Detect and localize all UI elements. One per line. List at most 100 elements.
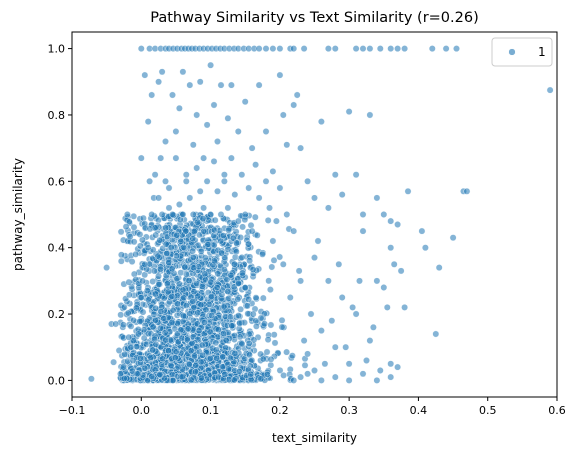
scatter-point	[158, 211, 166, 218]
scatter-point	[177, 237, 185, 245]
scatter-point	[117, 311, 125, 319]
scatter-point	[140, 334, 148, 342]
scatter-point	[139, 277, 147, 285]
scatter-point	[219, 232, 227, 240]
scatter-point	[278, 316, 286, 324]
scatter-point	[127, 343, 135, 351]
scatter-point	[418, 227, 426, 235]
scatter-point	[164, 347, 172, 355]
scatter-point	[252, 322, 260, 330]
scatter-point	[143, 287, 151, 294]
scatter-point	[121, 350, 129, 358]
scatter-point	[338, 191, 346, 199]
scatter-point	[237, 305, 245, 313]
scatter-point	[311, 367, 318, 374]
scatter-point	[463, 187, 471, 195]
scatter-point	[169, 211, 176, 218]
scatter-point	[126, 233, 134, 241]
scatter-point	[259, 250, 266, 258]
scatter-point	[321, 360, 329, 368]
scatter-point	[317, 118, 325, 126]
x-tick-label: 0.6	[548, 404, 566, 417]
scatter-point	[311, 254, 318, 262]
scatter-point	[276, 71, 284, 79]
scatter-point	[179, 286, 187, 294]
scatter-point	[387, 360, 395, 368]
scatter-point	[380, 284, 388, 291]
scatter-point	[168, 265, 176, 273]
scatter-point	[182, 227, 190, 235]
scatter-point	[135, 330, 142, 338]
scatter-point	[208, 311, 216, 319]
scatter-point	[231, 260, 238, 268]
scatter-point	[257, 314, 265, 322]
x-tick-label: 0.2	[271, 404, 289, 417]
scatter-point	[283, 348, 290, 356]
scatter-point	[149, 323, 157, 331]
legend-marker	[508, 48, 516, 56]
scatter-point	[182, 270, 190, 278]
scatter-point	[197, 374, 205, 382]
scatter-point	[190, 228, 198, 235]
scatter-point	[279, 260, 287, 268]
scatter-point	[169, 376, 177, 384]
scatter-point	[261, 320, 268, 328]
scatter-point	[432, 330, 440, 338]
scatter-point	[241, 211, 249, 218]
x-axis: −0.1 0.0 0.1 0.2 0.3 0.4 0.5 0.6	[59, 397, 566, 417]
scatter-point	[163, 250, 171, 258]
scatter-point	[180, 243, 188, 251]
scatter-point	[442, 45, 450, 52]
scatter-point	[200, 154, 208, 162]
scatter-point	[205, 300, 213, 308]
scatter-point	[144, 244, 152, 252]
scatter-point	[453, 45, 460, 52]
scatter-point	[248, 144, 256, 152]
scatter-point	[118, 251, 125, 259]
scatter-point	[198, 341, 206, 349]
scatter-point	[201, 318, 208, 326]
scatter-point	[136, 317, 144, 325]
scatter-point	[127, 322, 135, 330]
y-tick-label: 0.2	[48, 308, 66, 321]
scatter-point	[190, 288, 198, 296]
scatter-point	[224, 288, 232, 295]
scatter-point	[245, 339, 253, 347]
scatter-point	[376, 45, 384, 52]
scatter-point	[192, 362, 200, 369]
scatter-point	[307, 310, 315, 318]
scatter-point	[200, 227, 208, 235]
scatter-point	[180, 294, 188, 302]
scatter-point	[387, 244, 395, 252]
scatter-point	[234, 295, 242, 303]
scatter-point	[193, 280, 201, 287]
scatter-point	[421, 244, 429, 252]
scatter-point	[229, 234, 237, 242]
scatter-point	[263, 370, 271, 378]
scatter-point	[253, 231, 261, 239]
scatter-point	[145, 296, 152, 304]
scatter-point	[228, 322, 236, 330]
scatter-point	[394, 45, 401, 52]
scatter-point	[198, 283, 206, 290]
scatter-point	[213, 284, 221, 291]
x-axis-label: text_similarity	[272, 431, 357, 445]
scatter-point	[238, 171, 246, 179]
scatter-point	[317, 376, 325, 384]
scatter-point	[136, 242, 144, 250]
scatter-point	[252, 294, 260, 302]
scatter-point	[387, 373, 395, 381]
scatter-point	[223, 276, 231, 284]
scatter-point	[428, 45, 436, 52]
scatter-point	[283, 211, 291, 218]
scatter-point	[345, 108, 353, 116]
scatter-point	[137, 154, 145, 162]
scatter-point	[331, 171, 339, 179]
scatter-point	[214, 270, 222, 278]
scatter-point	[297, 144, 304, 152]
x-tick-label: 0.5	[479, 404, 497, 417]
scatter-point	[335, 260, 343, 268]
scatter-point	[234, 217, 242, 225]
scatter-point	[300, 337, 308, 344]
